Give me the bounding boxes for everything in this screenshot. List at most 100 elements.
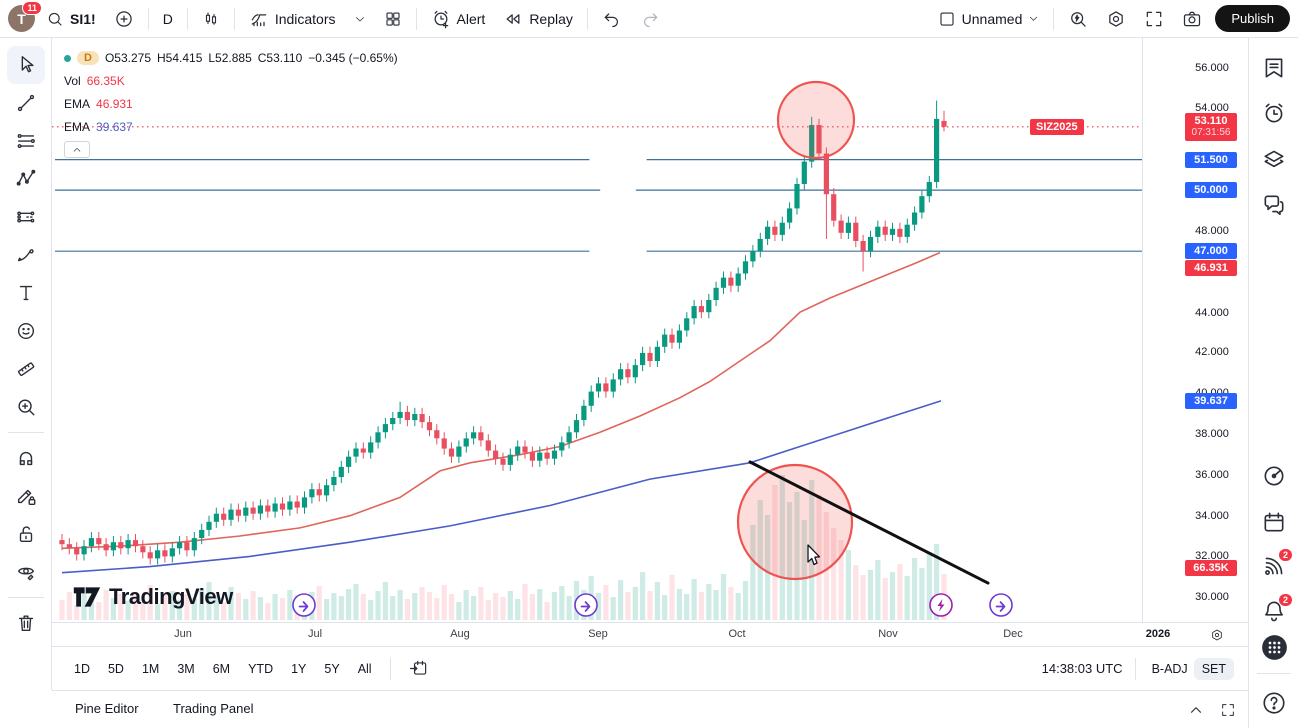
toolbar-divider: [7, 597, 44, 598]
go-to-date-button[interactable]: [401, 654, 436, 683]
contract-badge: SIZ2025: [1030, 119, 1084, 135]
drawing-mode-tool-button[interactable]: [7, 477, 45, 515]
calendar-button[interactable]: [1261, 509, 1287, 535]
expand-panel-chevron-icon[interactable]: [1187, 701, 1205, 719]
toolbar-divider: [233, 7, 235, 30]
time-label: Dec: [1003, 628, 1023, 640]
fib-retracement-tool-button[interactable]: [7, 122, 45, 160]
time-axis[interactable]: Jun Jul Aug Sep Oct Nov Dec 2026: [52, 622, 1248, 647]
legend-collapse-button[interactable]: [64, 141, 90, 158]
legend-volume-row[interactable]: Vol 66.35K: [64, 71, 398, 91]
legend-ema-fast-row[interactable]: EMA 46.931: [64, 94, 398, 114]
text-tool-button[interactable]: [7, 274, 45, 312]
quick-search-icon: [1071, 11, 1087, 27]
trading-panel-tab[interactable]: Trading Panel: [173, 701, 254, 716]
adjustment-toggle[interactable]: B-ADJ: [1151, 661, 1188, 676]
layout-grid-button[interactable]: [377, 6, 409, 32]
chat-bubbles-icon: [1264, 195, 1284, 216]
toolbar-divider: [147, 7, 149, 30]
bell-icon: [1265, 601, 1283, 622]
legend-ema-slow-row[interactable]: EMA 39.637: [64, 117, 398, 137]
ohlc-low: L52.885: [208, 51, 252, 65]
chart-canvas[interactable]: $51.50$50$47.00: [52, 38, 1142, 622]
range-button-1d[interactable]: 1D: [74, 661, 90, 676]
fullscreen-icon: [1147, 11, 1162, 26]
price-axis[interactable]: 56.00054.00048.00044.00042.00040.00038.0…: [1030, 38, 1249, 622]
interval-button[interactable]: D: [156, 7, 180, 31]
indicators-templates-chevron[interactable]: [347, 9, 373, 29]
ruler-icon: [17, 362, 34, 377]
chart-style-button[interactable]: [195, 6, 227, 32]
fullscreen-button[interactable]: [1137, 5, 1171, 33]
trash-icon: [18, 615, 33, 632]
screener-button[interactable]: [1261, 463, 1287, 489]
magnet-icon: [19, 451, 32, 466]
chevron-up-icon: [73, 147, 81, 152]
range-button-6m[interactable]: 6M: [212, 661, 231, 676]
hide-drawings-button[interactable]: [7, 553, 45, 591]
redo-button[interactable]: [633, 5, 667, 33]
price-tick: 34.000: [1195, 510, 1229, 522]
price-badge: 51.500: [1185, 152, 1237, 168]
indicators-button[interactable]: Indicators: [242, 5, 343, 33]
notification-count-badge: 11: [22, 1, 42, 15]
apps-grid-button[interactable]: [1261, 634, 1287, 660]
brush-icon: [17, 249, 34, 262]
clock-utc[interactable]: 14:38:03 UTC: [1041, 661, 1123, 676]
notifications-count-badge: 2: [1277, 593, 1293, 607]
tradingview-watermark: TradingView: [72, 584, 233, 610]
maximize-panel-icon[interactable]: [1220, 702, 1236, 718]
emoji-tool-button[interactable]: [7, 312, 45, 350]
price-tick: 56.000: [1195, 62, 1229, 74]
zoom-in-tool-button[interactable]: [7, 388, 45, 426]
trend-line-tool-button[interactable]: [7, 84, 45, 122]
remove-drawings-button[interactable]: [7, 604, 45, 642]
session-toggle[interactable]: SET: [1193, 657, 1234, 680]
watchlist-button[interactable]: [1261, 55, 1287, 81]
streams-button[interactable]: 2: [1261, 548, 1293, 579]
ohlc-close: C53.110: [257, 51, 303, 65]
object-tree-button[interactable]: [1261, 146, 1287, 172]
lock-drawings-button[interactable]: [7, 515, 45, 553]
calendar-icon: [1264, 512, 1284, 532]
undo-button[interactable]: [595, 5, 629, 33]
publish-button[interactable]: Publish: [1215, 5, 1290, 32]
alert-button[interactable]: Alert: [424, 5, 493, 33]
compare-add-button[interactable]: [107, 5, 141, 33]
layout-manager-button[interactable]: Unnamed: [931, 6, 1047, 32]
projection-tool-button[interactable]: [7, 198, 45, 236]
broadcast-icon: [1265, 557, 1283, 575]
range-button-1y[interactable]: 1Y: [291, 661, 307, 676]
cursor-tool-button[interactable]: [6, 46, 45, 84]
magnet-tool-button[interactable]: [7, 439, 45, 477]
pine-editor-tab[interactable]: Pine Editor: [75, 701, 139, 716]
chat-button[interactable]: [1261, 192, 1287, 218]
quick-search-button[interactable]: [1061, 5, 1095, 33]
user-avatar[interactable]: T 11: [8, 1, 42, 32]
symbol-name: SI1!: [70, 10, 96, 27]
chart-settings-button[interactable]: [1099, 5, 1133, 33]
range-button-5y[interactable]: 5Y: [324, 661, 340, 676]
measure-tool-button[interactable]: [7, 350, 45, 388]
price-badge: 47.000: [1185, 243, 1237, 259]
help-button[interactable]: [1261, 690, 1287, 716]
pattern-tool-button[interactable]: [7, 160, 45, 198]
timezone-gear-icon[interactable]: [1209, 627, 1225, 643]
replay-label: Replay: [529, 10, 573, 27]
range-button-ytd[interactable]: YTD: [248, 661, 274, 676]
plus-circle-icon: [115, 10, 132, 27]
range-button-3m[interactable]: 3M: [177, 661, 195, 676]
range-button-1m[interactable]: 1M: [141, 661, 160, 676]
range-button-all[interactable]: All: [357, 661, 372, 676]
brush-tool-button[interactable]: [7, 236, 45, 274]
symbol-search-button[interactable]: SI1!: [39, 6, 103, 32]
alerts-panel-button[interactable]: [1261, 100, 1287, 126]
trend-line-icon: [17, 94, 34, 112]
legend-main-row[interactable]: D O53.275 H54.415 L52.885 C53.110 −0.345…: [64, 48, 398, 68]
range-button-5d[interactable]: 5D: [107, 661, 124, 676]
notifications-button[interactable]: 2: [1261, 593, 1293, 624]
replay-button[interactable]: Replay: [496, 5, 580, 33]
snapshot-button[interactable]: [1175, 5, 1209, 33]
time-label: Sep: [588, 628, 608, 640]
